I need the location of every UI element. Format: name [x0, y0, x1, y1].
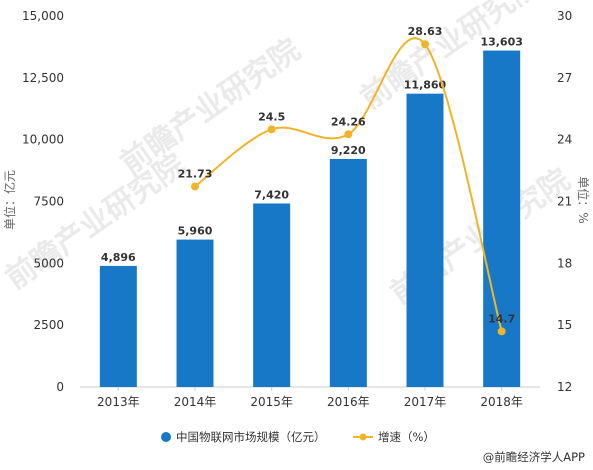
bars	[99, 50, 521, 388]
growth-point	[497, 327, 506, 336]
growth-line	[191, 37, 506, 336]
growth-value-label: 24.5	[258, 110, 285, 123]
right-tick-label: 15	[557, 318, 572, 332]
x-axis-ticks: 2013年 2014年 2015年 2016年 2017年 2018年	[97, 387, 523, 409]
left-tick-label: 12,500	[22, 71, 64, 85]
right-tick-label: 12	[557, 380, 572, 394]
x-tick-label: 2015年	[250, 395, 293, 409]
x-tick-label: 2014年	[174, 395, 217, 409]
growth-value-label: 21.73	[178, 167, 213, 180]
watermark-0: 前瞻产业研究院	[115, 32, 307, 181]
left-tick-label: 2500	[33, 318, 64, 332]
bar-value-label: 13,603	[480, 36, 522, 49]
right-tick-label: 21	[557, 195, 572, 209]
bar	[406, 93, 444, 388]
right-tick-label: 27	[557, 71, 572, 85]
legend-line-label: 增速（%）	[378, 430, 435, 444]
left-axis-ticks: 0 2500 5000 7500 10,000 12,500 15,000	[22, 9, 64, 394]
source-credit: @前瞻经济学人APP	[483, 450, 585, 464]
line-labels: 21.73 24.5 24.26 28.63 14.7	[178, 25, 516, 325]
legend-bar-marker	[161, 432, 171, 442]
bar-value-label: 11,860	[404, 79, 447, 92]
growth-point	[267, 125, 276, 134]
bar-value-label: 4,896	[101, 251, 136, 264]
left-tick-label: 7500	[33, 195, 64, 209]
left-tick-label: 0	[56, 380, 64, 394]
x-tick-label: 2017年	[404, 395, 447, 409]
growth-point	[344, 130, 353, 139]
bar-value-label: 9,220	[331, 144, 366, 157]
right-tick-label: 30	[557, 9, 572, 23]
bar-labels: 4,896 5,960 7,420 9,220 11,860 13,603	[101, 36, 523, 264]
growth-point	[191, 182, 199, 191]
growth-value-label: 14.7	[488, 312, 515, 325]
growth-value-label: 28.63	[408, 25, 443, 38]
watermark-3: 前瞻产业研究院	[0, 147, 192, 296]
x-tick-label: 2016年	[327, 395, 370, 409]
bar-value-label: 5,960	[178, 225, 213, 238]
bar-value-label: 7,420	[254, 188, 289, 201]
right-axis-ticks: 12 15 18 21 24 27 30	[557, 9, 572, 394]
right-tick-label: 18	[557, 256, 572, 270]
left-tick-label: 15,000	[22, 9, 64, 23]
bar	[483, 50, 521, 388]
left-tick-label: 5000	[33, 256, 64, 270]
left-tick-label: 10,000	[22, 133, 64, 147]
growth-point	[421, 40, 429, 49]
right-tick-label: 24	[557, 133, 572, 147]
legend-bar-label: 中国物联网市场规模（亿元）	[176, 430, 326, 444]
legend: 中国物联网市场规模（亿元） 增速（%）	[161, 430, 435, 444]
x-tick-label: 2018年	[480, 395, 523, 409]
bar	[99, 265, 137, 387]
x-tick-label: 2013年	[97, 395, 140, 409]
bar	[176, 239, 214, 387]
legend-line-dot	[359, 433, 367, 441]
bar	[329, 158, 367, 387]
left-axis-title: 单位：亿元	[2, 170, 17, 230]
right-axis-title: 单位：%	[576, 176, 591, 223]
growth-line-path	[194, 37, 503, 332]
bar	[253, 203, 291, 387]
growth-value-label: 24.26	[331, 115, 366, 128]
